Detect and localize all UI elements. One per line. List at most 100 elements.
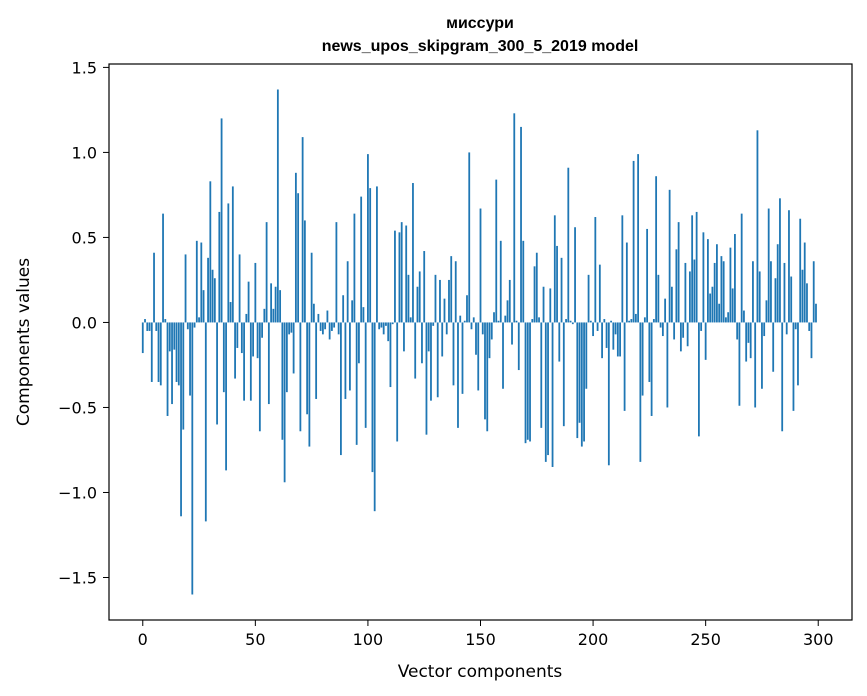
bar-103 xyxy=(373,322,376,512)
bar-74 xyxy=(308,322,311,447)
bar-16 xyxy=(177,322,180,386)
bar-214 xyxy=(623,322,626,411)
bar-243 xyxy=(688,271,691,323)
bar-0 xyxy=(141,322,144,354)
bar-80 xyxy=(321,322,324,335)
bar-285 xyxy=(783,262,786,323)
bar-110 xyxy=(389,322,392,388)
bar-142 xyxy=(461,322,464,394)
bar-255 xyxy=(716,244,718,323)
bar-91 xyxy=(346,261,349,323)
bar-242 xyxy=(686,322,689,347)
bar-146 xyxy=(470,322,473,330)
bar-201 xyxy=(594,217,597,323)
bar-209 xyxy=(612,322,615,350)
bar-95 xyxy=(355,322,358,445)
bar-45 xyxy=(243,322,245,401)
bar-187 xyxy=(562,322,565,427)
y-axis-ticks: −1.5 −1.0 −0.5 0.0 0.5 1.0 1.5 xyxy=(58,58,109,587)
bar-126 xyxy=(425,322,428,435)
bar-116 xyxy=(403,322,405,352)
bar-261 xyxy=(729,247,732,323)
bar-76 xyxy=(312,303,315,323)
bar-83 xyxy=(328,322,331,340)
bar-298 xyxy=(812,261,815,323)
bar-78 xyxy=(317,313,320,323)
bar-258 xyxy=(722,261,725,323)
bar-248 xyxy=(700,322,703,331)
bar-9 xyxy=(162,213,164,323)
bar-86 xyxy=(335,222,338,323)
bar-273 xyxy=(756,130,759,323)
bar-215 xyxy=(625,242,628,323)
bar-75 xyxy=(310,252,313,323)
bar-175 xyxy=(535,252,538,323)
bar-271 xyxy=(752,261,754,323)
bar-88 xyxy=(340,322,342,456)
bar-264 xyxy=(736,322,739,340)
bar-192 xyxy=(574,227,576,323)
bar-158 xyxy=(497,320,500,323)
bar-141 xyxy=(459,315,462,323)
bar-117 xyxy=(405,225,408,323)
bar-282 xyxy=(776,244,779,323)
bar-188 xyxy=(565,319,567,323)
bar-291 xyxy=(797,322,799,386)
bar-162 xyxy=(506,300,509,323)
bar-135 xyxy=(445,322,448,335)
bar-118 xyxy=(407,274,410,323)
bar-131 xyxy=(436,322,439,398)
bar-65 xyxy=(288,322,291,335)
bar-221 xyxy=(639,322,642,462)
bar-168 xyxy=(520,126,522,323)
bar-49 xyxy=(252,322,254,357)
bar-7 xyxy=(157,322,160,382)
bar-256 xyxy=(718,303,721,323)
bar-206 xyxy=(605,322,608,348)
bar-274 xyxy=(758,271,761,323)
bar-189 xyxy=(567,167,570,323)
bar-1 xyxy=(144,319,146,323)
bar-89 xyxy=(342,295,345,323)
bar-104 xyxy=(376,186,378,323)
bar-166 xyxy=(515,320,518,323)
bar-36 xyxy=(222,322,225,393)
bar-137 xyxy=(450,256,453,323)
bar-147 xyxy=(472,317,475,323)
bar-225 xyxy=(648,322,651,382)
bar-191 xyxy=(571,322,574,325)
bar-64 xyxy=(285,322,288,393)
bar-150 xyxy=(479,208,482,323)
bar-114 xyxy=(398,232,401,323)
bar-237 xyxy=(675,249,678,323)
bar-148 xyxy=(475,322,477,355)
bar-132 xyxy=(439,279,441,323)
bar-164 xyxy=(511,322,513,345)
bar-134 xyxy=(443,298,446,323)
bar-270 xyxy=(749,322,752,359)
bar-22 xyxy=(191,322,194,595)
bar-55 xyxy=(265,222,268,323)
bar-122 xyxy=(416,286,419,323)
bar-79 xyxy=(319,322,322,331)
bar-233 xyxy=(666,322,669,408)
bar-37 xyxy=(225,322,227,471)
bar-155 xyxy=(490,322,493,340)
bar-72 xyxy=(303,220,306,323)
bar-12 xyxy=(168,322,171,352)
bar-99 xyxy=(364,322,367,428)
bar-286 xyxy=(785,322,788,335)
bar-115 xyxy=(400,222,403,323)
bar-42 xyxy=(236,322,239,348)
bar-94 xyxy=(353,213,356,323)
bar-204 xyxy=(601,322,603,359)
bar-217 xyxy=(630,319,633,323)
bar-179 xyxy=(544,322,547,462)
y-tick-label: −0.5 xyxy=(58,398,97,417)
bar-199 xyxy=(589,320,592,323)
bar-196 xyxy=(583,322,585,442)
bar-195 xyxy=(580,322,583,447)
bar-232 xyxy=(664,298,667,323)
bar-34 xyxy=(218,211,221,323)
